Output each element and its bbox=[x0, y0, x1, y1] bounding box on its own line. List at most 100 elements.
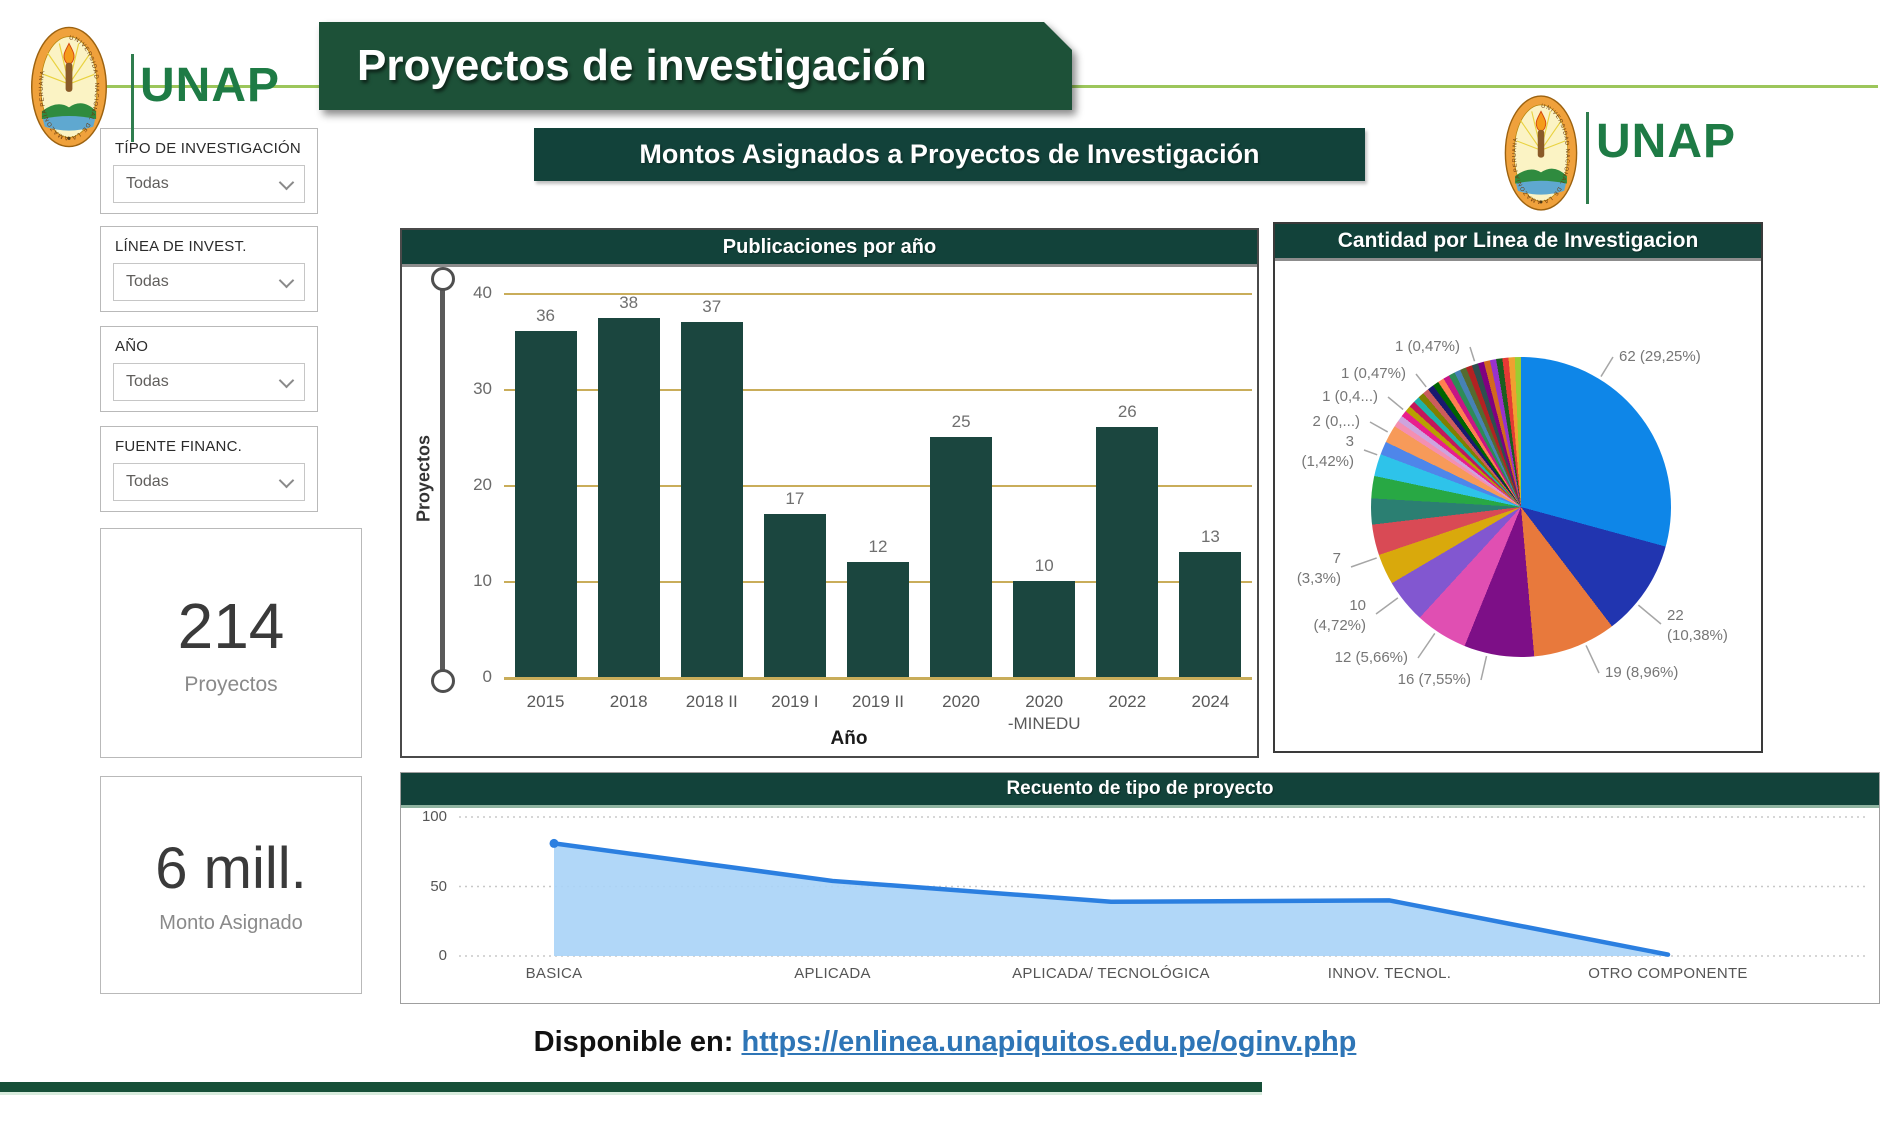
bar-2018-II[interactable] bbox=[680, 321, 743, 677]
slicer-label: TÍPO DE INVESTIGACIÓN ... bbox=[115, 140, 305, 157]
area-chart-title-bar: Recuento de tipo de proyecto bbox=[401, 773, 1879, 808]
y-axis-tick: 10 bbox=[473, 571, 492, 590]
y-axis-tick: 20 bbox=[473, 475, 492, 494]
bar-chart-title: Publicaciones por año bbox=[722, 235, 937, 258]
pie-callout-label: 10 (4,72%) bbox=[1313, 597, 1366, 635]
kpi-card-proyectos: 214 Proyectos bbox=[100, 528, 362, 758]
dropdown-value: Todas bbox=[126, 373, 169, 390]
dashboard-subtitle: Montos Asignados a Proyectos de Investig… bbox=[639, 139, 1260, 169]
pie-callout-label: 3 (1,42%) bbox=[1301, 433, 1354, 471]
fuente-financ-dropdown[interactable]: Todas bbox=[113, 463, 305, 501]
slicer-label: AÑO bbox=[115, 338, 149, 355]
unap-seal-right: UNIVERSIDAD NACIONAL DE LA AMAZONÍA PERU… bbox=[1504, 95, 1578, 211]
area-chart-title: Recuento de tipo de proyecto bbox=[1006, 778, 1274, 799]
bar-value-label: 26 bbox=[1117, 402, 1137, 422]
area-chart-plot[interactable] bbox=[401, 773, 1881, 1005]
dropdown-value: Todas bbox=[126, 273, 169, 290]
x-axis-tick: OTRO COMPONENTE bbox=[1588, 965, 1748, 982]
slicer-tipo-investigacion: TÍPO DE INVESTIGACIÓN ... Todas bbox=[100, 128, 318, 214]
kpi-value: 214 bbox=[177, 590, 285, 662]
bar-2022[interactable] bbox=[1096, 427, 1159, 677]
logo-divider bbox=[1586, 112, 1589, 204]
bar-value-label: 17 bbox=[785, 488, 805, 508]
pie-callout-label: 16 (7,55%) bbox=[1397, 671, 1471, 688]
x-axis-tick: 2019 I bbox=[771, 692, 819, 711]
anio-dropdown[interactable]: Todas bbox=[113, 363, 305, 401]
gridline bbox=[504, 485, 1252, 487]
pie-callout-label: 7 (3,3%) bbox=[1296, 550, 1341, 588]
bar-value-label: 38 bbox=[619, 293, 639, 312]
y-axis-tick: 50 bbox=[430, 877, 447, 895]
pie-callout-label: 1 (0,47%) bbox=[1394, 338, 1460, 355]
bar-value-label: 25 bbox=[951, 412, 971, 431]
linea-invest-dropdown[interactable]: Todas bbox=[113, 263, 305, 301]
bar-chart-title-bar: Publicaciones por año bbox=[402, 230, 1257, 267]
bar-2018[interactable] bbox=[597, 318, 660, 677]
pie-chart-panel: Cantidad por Linea de Investigacion 1 (0… bbox=[1273, 222, 1763, 753]
bar-2024[interactable] bbox=[1179, 552, 1242, 677]
unap-logo-text-left: UNAP bbox=[140, 59, 281, 112]
range-slider-handle-top[interactable] bbox=[431, 267, 455, 291]
logo-divider bbox=[131, 54, 134, 142]
bar-2020--MINEDU[interactable] bbox=[1013, 581, 1076, 677]
slicer-label: LÍNEA DE INVEST. bbox=[115, 238, 247, 255]
range-slider-handle-bottom[interactable] bbox=[431, 669, 455, 693]
bar-2015[interactable] bbox=[514, 331, 577, 677]
bar-y-axis-title: Proyectos bbox=[413, 434, 434, 523]
dashboard-subtitle-bar: Montos Asignados a Proyectos de Investig… bbox=[534, 128, 1365, 181]
slicer-fuente-financ: FUENTE FINANC. Todas bbox=[100, 426, 318, 512]
bar-column: 25 2020 bbox=[920, 293, 1003, 711]
bar-value-label: 10 bbox=[1034, 556, 1054, 575]
y-axis-tick: 0 bbox=[438, 947, 447, 964]
pie-callout-lines bbox=[1350, 346, 1662, 681]
x-axis-tick: 2020 bbox=[942, 692, 980, 711]
page-title: Proyectos de investigación bbox=[357, 41, 927, 90]
bar-2019-II[interactable] bbox=[846, 561, 909, 677]
pie-callout-label: 2 (0,...) bbox=[1312, 413, 1360, 430]
chevron-down-icon[interactable] bbox=[278, 174, 295, 190]
footer-link[interactable]: https://enlinea.unapiquitos.edu.pe/oginv… bbox=[741, 1026, 1357, 1058]
bar-chart-panel: Publicaciones por año Proyectos 0 10 20 30 4… bbox=[400, 228, 1259, 758]
bar-column: 36 2015 bbox=[504, 293, 587, 711]
pie-chart[interactable] bbox=[1371, 357, 1671, 657]
pie-callout-label: 22 (10,38%) bbox=[1667, 607, 1728, 645]
x-axis-tick: 2022 bbox=[1108, 692, 1147, 711]
gridline bbox=[504, 677, 1252, 680]
pie-callout-label: 1 (0,4...) bbox=[1322, 388, 1378, 405]
pie-callout-label: 19 (8,96%) bbox=[1605, 664, 1679, 681]
x-axis-tick: BASICA bbox=[525, 965, 583, 982]
pie-chart-title-bar: Cantidad por Linea de Investigacion bbox=[1275, 224, 1761, 261]
pie-chart-title: Cantidad por Linea de Investigacion bbox=[1337, 229, 1699, 252]
x-axis-tick: 2018 bbox=[609, 692, 648, 711]
slicer-linea-invest: LÍNEA DE INVEST. Todas bbox=[100, 226, 318, 312]
tipo-investigacion-dropdown[interactable]: Todas bbox=[113, 165, 305, 203]
page-title-banner: Proyectos de investigación bbox=[319, 22, 1072, 110]
slicer-label: FUENTE FINANC. bbox=[115, 438, 242, 455]
bar-column: 26 2022 bbox=[1086, 293, 1169, 711]
bottom-accent-bar-light bbox=[0, 1092, 1262, 1095]
kpi-card-monto: 6 mill. Monto Asignado bbox=[100, 776, 362, 994]
x-axis-tick: 2024 bbox=[1191, 692, 1230, 711]
gridline bbox=[504, 389, 1252, 391]
y-axis-tick: 0 bbox=[482, 667, 492, 686]
bar-2019-I[interactable] bbox=[763, 513, 826, 677]
footer: Disponible en: https://enlinea.unapiquit… bbox=[0, 1026, 1890, 1059]
dropdown-value: Todas bbox=[126, 473, 169, 490]
chevron-down-icon[interactable] bbox=[278, 472, 295, 488]
pie-callout-label: 62 (29,25%) bbox=[1619, 348, 1701, 365]
chevron-down-icon[interactable] bbox=[278, 372, 295, 388]
x-axis-tick: APLICADA bbox=[794, 965, 871, 982]
bar-column: 10 2020 -MINEDU bbox=[1003, 293, 1086, 733]
area-chart-panel: Recuento de tipo de proyecto 0 50 100 BASIC… bbox=[400, 772, 1880, 1004]
bar-value-label: 12 bbox=[868, 536, 888, 556]
y-axis-tick: 30 bbox=[473, 379, 492, 398]
y-axis-tick: 40 bbox=[473, 283, 492, 302]
bottom-accent-bar bbox=[0, 1082, 1262, 1092]
chevron-down-icon[interactable] bbox=[278, 272, 295, 288]
bar-chart-plot: 0 10 20 30 40 36 2015 38 2018 37 2018 II 17 2019 I 12… bbox=[473, 283, 1252, 733]
bar-2020[interactable] bbox=[930, 437, 993, 677]
x-axis-tick: 2015 bbox=[526, 692, 565, 711]
unap-logo-text-right: UNAP bbox=[1596, 115, 1737, 168]
bar-column: 17 2019 I bbox=[753, 293, 836, 711]
bar-column: 13 2024 bbox=[1169, 293, 1252, 711]
